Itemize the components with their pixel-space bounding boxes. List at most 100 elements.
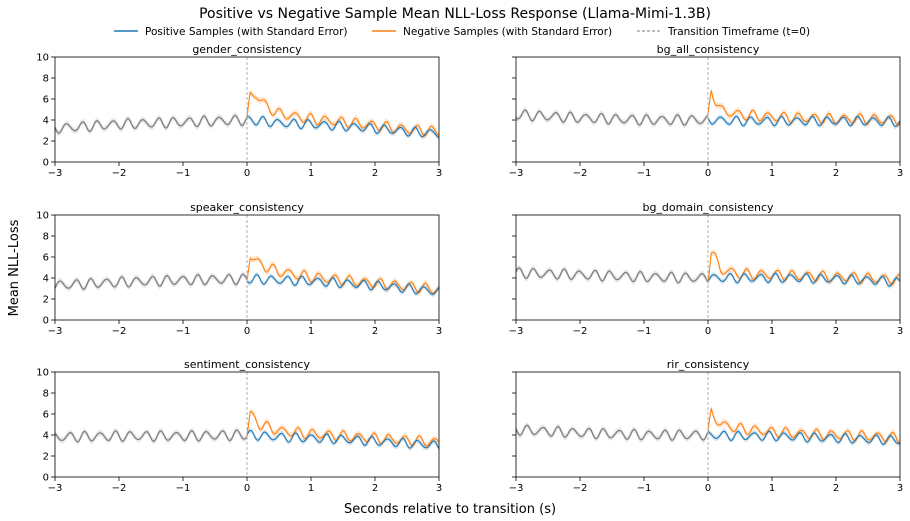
- figure-title: Positive vs Negative Sample Mean NLL-Los…: [199, 6, 711, 22]
- x-tick-label: 0: [705, 168, 711, 179]
- x-tick-label: −3: [509, 326, 524, 337]
- y-tick-label: 6: [43, 410, 49, 421]
- pre-transition-error-band: [55, 112, 247, 137]
- x-tick-label: −1: [637, 168, 652, 179]
- x-tick-label: −1: [176, 483, 191, 494]
- negative-error-band: [247, 89, 439, 139]
- x-tick-label: −3: [48, 168, 63, 179]
- subplot-title: bg_domain_consistency: [642, 201, 774, 214]
- negative-series-line: [707, 406, 901, 444]
- subplot-rir_consistency: rir_consistency −3 −2 −1 0 1 2 3: [509, 358, 904, 494]
- x-tick-label: 1: [769, 483, 775, 494]
- x-tick-label: 3: [897, 168, 903, 179]
- x-tick-label: 0: [244, 168, 250, 179]
- y-tick-label: 10: [36, 211, 49, 222]
- x-tick-label: −2: [112, 326, 127, 337]
- y-tick-label: 10: [36, 53, 49, 64]
- x-tick-label: 0: [705, 483, 711, 494]
- x-tick-label: 2: [833, 168, 839, 179]
- pre-transition-error-band: [516, 265, 708, 286]
- legend-transition-label: Transition Timeframe (t=0): [667, 26, 810, 38]
- positive-series-line: [707, 430, 901, 446]
- subplot-sentiment_consistency: sentiment_consistency −3 −2 −1 0 1 2 3 0 2 4 6 8 10: [36, 358, 442, 494]
- x-tick-label: −3: [48, 483, 63, 494]
- x-tick-label: 3: [897, 483, 903, 494]
- pre-transition-line: [515, 267, 709, 284]
- y-tick-label: 2: [43, 295, 49, 306]
- y-tick-label: 8: [43, 232, 49, 243]
- positive-series-line: [246, 273, 440, 295]
- x-tick-label: 1: [769, 168, 775, 179]
- y-tick-label: 6: [43, 253, 49, 264]
- x-tick-label: −1: [637, 326, 652, 337]
- y-tick-label: 0: [43, 473, 49, 484]
- pre-transition-line: [515, 109, 709, 126]
- pre-transition-line: [515, 424, 709, 441]
- x-tick-label: 1: [769, 326, 775, 337]
- subplot-title: rir_consistency: [667, 358, 750, 371]
- pre-transition-line: [54, 429, 248, 443]
- y-tick-label: 4: [43, 274, 49, 285]
- pre-transition-line: [54, 114, 248, 134]
- y-tick-label: 8: [43, 389, 49, 400]
- negative-error-band: [708, 406, 900, 447]
- x-tick-label: −2: [112, 483, 127, 494]
- negative-series-line: [246, 410, 440, 447]
- y-tick-label: 0: [43, 158, 49, 169]
- x-tick-label: −2: [112, 168, 127, 179]
- x-tick-label: 3: [897, 326, 903, 337]
- negative-error-band: [247, 408, 439, 449]
- x-tick-label: −3: [509, 483, 524, 494]
- subplot-title: sentiment_consistency: [184, 358, 310, 371]
- x-tick-label: 1: [308, 483, 314, 494]
- legend-positive-label: Positive Samples (with Standard Error): [145, 26, 348, 38]
- negative-series-line: [707, 90, 901, 126]
- x-tick-label: 0: [705, 326, 711, 337]
- subplot-title: speaker_consistency: [190, 201, 304, 214]
- x-tick-label: 0: [244, 483, 250, 494]
- x-tick-label: 2: [833, 483, 839, 494]
- positive-series-line: [707, 272, 901, 287]
- subplot-title: gender_consistency: [192, 43, 302, 56]
- x-tick-label: 2: [372, 483, 378, 494]
- x-tick-label: 2: [372, 326, 378, 337]
- y-tick-label: 10: [36, 368, 49, 379]
- y-tick-label: 2: [43, 137, 49, 148]
- subplot-title: bg_all_consistency: [657, 43, 760, 56]
- positive-series-line: [707, 115, 901, 128]
- legend-negative-label: Negative Samples (with Standard Error): [403, 26, 612, 38]
- x-tick-label: −2: [573, 168, 588, 179]
- y-tick-label: 2: [43, 452, 49, 463]
- x-tick-label: −3: [48, 326, 63, 337]
- x-tick-label: −2: [573, 483, 588, 494]
- subplot-gender_consistency: gender_consistency −3 −2 −1 0 1 2 3 0 2 4 6 8 10: [36, 43, 442, 179]
- legend: Positive Samples (with Standard Error) N…: [114, 26, 810, 38]
- x-tick-label: −2: [573, 326, 588, 337]
- y-tick-label: 8: [43, 74, 49, 85]
- subplot-bg_domain_consistency: bg_domain_consistency −3 −2 −1 0 1 2 3: [509, 201, 904, 337]
- x-tick-label: 1: [308, 168, 314, 179]
- x-tick-label: 2: [372, 168, 378, 179]
- x-tick-label: 1: [308, 326, 314, 337]
- negative-series-line: [246, 91, 440, 137]
- pre-transition-line: [54, 273, 248, 290]
- x-tick-label: 2: [833, 326, 839, 337]
- y-axis-label: Mean NLL-Loss: [7, 219, 22, 316]
- y-tick-label: 6: [43, 95, 49, 106]
- x-tick-label: 0: [244, 326, 250, 337]
- y-tick-label: 4: [43, 116, 49, 127]
- x-tick-label: −1: [176, 168, 191, 179]
- x-tick-label: −1: [176, 326, 191, 337]
- x-axis-label: Seconds relative to transition (s): [344, 502, 556, 517]
- x-tick-label: 3: [436, 483, 442, 494]
- y-tick-label: 0: [43, 316, 49, 327]
- subplot-speaker_consistency: speaker_consistency −3 −2 −1 0 1 2 3 0 2 4 6 8 10: [36, 201, 442, 337]
- positive-series-line: [246, 429, 440, 449]
- positive-series-line: [246, 116, 440, 138]
- y-tick-label: 4: [43, 431, 49, 442]
- x-tick-label: −3: [509, 168, 524, 179]
- subplot-bg_all_consistency: bg_all_consistency −3 −2 −1 0 1 2 3: [509, 43, 904, 179]
- pre-transition-error-band: [55, 271, 247, 293]
- x-tick-label: 3: [436, 168, 442, 179]
